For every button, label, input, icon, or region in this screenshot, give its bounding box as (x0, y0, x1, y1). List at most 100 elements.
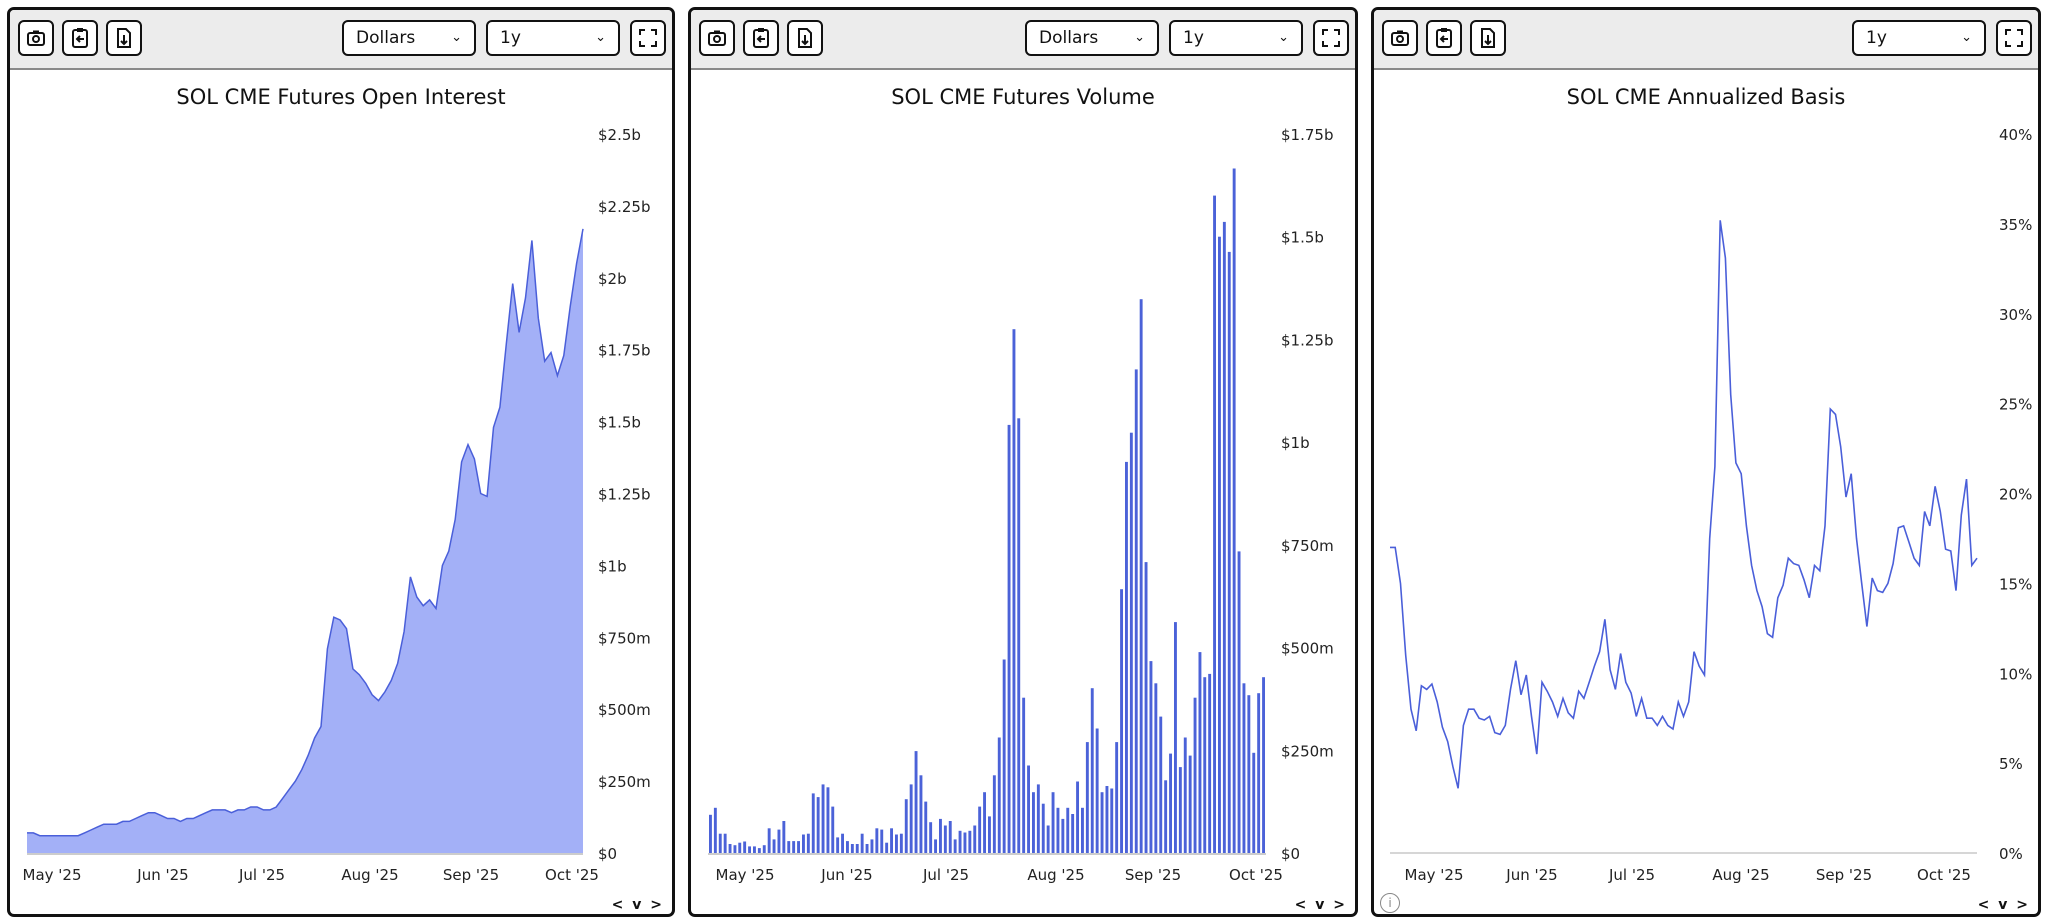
basis-panel: 1y ⌄ SOL CME Annualized Basis 0% 5% 10% 15% 2… (1371, 7, 2041, 917)
volume-bar (924, 801, 928, 853)
x-tick-label: Oct '25 (1917, 866, 1971, 884)
y-tick-label: $1.25b (1281, 331, 1333, 349)
fullscreen-button[interactable] (630, 20, 666, 56)
volume-bar (1046, 825, 1050, 853)
y-tick-label: 20% (1999, 486, 2032, 504)
x-tick-label: Jun '25 (820, 866, 872, 884)
y-tick-label: 0% (1999, 845, 2023, 863)
volume-bar (821, 784, 825, 853)
unit-select[interactable]: Dollars ⌄ (342, 20, 476, 56)
y-tick-label: $1.75b (598, 342, 650, 360)
download-button[interactable] (787, 20, 823, 56)
y-tick-label: 35% (1999, 216, 2032, 234)
y-tick-label: $1.5b (1281, 229, 1324, 247)
x-tick-label: Aug '25 (341, 866, 398, 884)
unit-select[interactable]: Dollars ⌄ (1025, 20, 1159, 56)
chevron-down-icon: ⌄ (595, 30, 606, 45)
camera-icon (708, 30, 726, 46)
volume-bar (968, 830, 972, 853)
chart-nav-controls[interactable]: < v > (1977, 897, 2030, 913)
range-select[interactable]: 1y ⌄ (1169, 20, 1303, 56)
volume-bar (1174, 622, 1177, 853)
volume-bar (855, 844, 859, 853)
volume-bar (831, 806, 835, 853)
volume-bar (713, 807, 717, 853)
volume-bar (963, 832, 967, 853)
volume-bar (1095, 728, 1099, 853)
copy-data-button[interactable] (1426, 20, 1462, 56)
volume-bar (988, 816, 991, 853)
fullscreen-button[interactable] (1996, 20, 2032, 56)
volume-bar (885, 842, 889, 853)
volume-bar (1090, 688, 1094, 853)
volume-bar (992, 775, 996, 853)
download-button[interactable] (1470, 20, 1506, 56)
x-tick-label: May '25 (716, 866, 775, 884)
camera-icon (1391, 30, 1409, 46)
volume-bar (1076, 781, 1079, 853)
download-button[interactable] (106, 20, 142, 56)
series-line (27, 228, 584, 837)
range-select-value: 1y (1183, 28, 1204, 48)
chevron-down-icon: ⌄ (1961, 30, 1972, 45)
x-tick-label: Oct '25 (545, 866, 599, 884)
fullscreen-icon (1322, 29, 1340, 47)
volume-bar (850, 844, 854, 853)
range-select[interactable]: 1y ⌄ (1852, 20, 1986, 56)
volume-bar (1134, 369, 1138, 853)
volume-bar (939, 818, 942, 853)
volume-bar (772, 839, 776, 853)
screenshot-button[interactable] (1382, 20, 1418, 56)
x-tick-label: Sep '25 (443, 866, 499, 884)
volume-bar (1012, 329, 1016, 853)
chart-nav-controls[interactable]: < v > (1294, 897, 1347, 913)
y-tick-label: 40% (1999, 126, 2032, 144)
volume-bar (738, 842, 742, 853)
file-download-icon (117, 28, 131, 48)
volume-bar (723, 833, 727, 853)
screenshot-button[interactable] (18, 20, 54, 56)
volume-bar (1129, 432, 1133, 853)
volume-bar (870, 839, 874, 853)
chart-nav-controls[interactable]: < v > (611, 897, 664, 913)
volume-bar (1139, 299, 1143, 853)
volume-bar (787, 841, 791, 853)
volume-bar (1252, 752, 1256, 853)
chart-toolbar: Dollars ⌄ 1y ⌄ (691, 10, 1355, 70)
volume-bar (1237, 551, 1241, 853)
volume-bar (904, 799, 908, 853)
volume-bar (1027, 765, 1030, 853)
chart-toolbar: 1y ⌄ (1374, 10, 2038, 70)
volume-bar (929, 822, 933, 853)
volume-bar (895, 834, 898, 853)
screenshot-button[interactable] (699, 20, 735, 56)
chart-title: SOL CME Annualized Basis (1566, 85, 1846, 109)
volume-chart: $0 $250m $500m $750m $1b $1.25b $1.5b $1.75b May… (708, 126, 1334, 884)
volume-bar (919, 775, 923, 853)
file-download-icon (798, 28, 812, 48)
volume-bar (1232, 168, 1236, 853)
copy-data-button[interactable] (743, 20, 779, 56)
volume-bar (914, 751, 918, 853)
y-tick-label: $0 (598, 845, 617, 863)
camera-icon (27, 30, 45, 46)
volume-bar (1222, 221, 1226, 853)
y-tick-label: $750m (598, 629, 651, 647)
x-tick-label: Aug '25 (1712, 866, 1769, 884)
y-tick-label: $1.25b (598, 486, 650, 504)
volume-bar (1120, 589, 1123, 853)
chart-title: SOL CME Futures Volume (891, 85, 1155, 109)
volume-bar (958, 830, 962, 853)
copy-data-button[interactable] (62, 20, 98, 56)
volume-bar (1203, 677, 1207, 853)
volume-bar (1056, 807, 1060, 853)
volume-bar (880, 829, 884, 853)
volume-bar (1081, 807, 1084, 853)
fullscreen-button[interactable] (1313, 20, 1349, 56)
volume-bar (1208, 673, 1212, 853)
info-icon[interactable]: i (1380, 893, 1400, 913)
volume-bar (1188, 755, 1192, 853)
clipboard-copy-icon (1436, 28, 1452, 48)
volume-bar (728, 844, 732, 853)
range-select[interactable]: 1y ⌄ (486, 20, 620, 56)
